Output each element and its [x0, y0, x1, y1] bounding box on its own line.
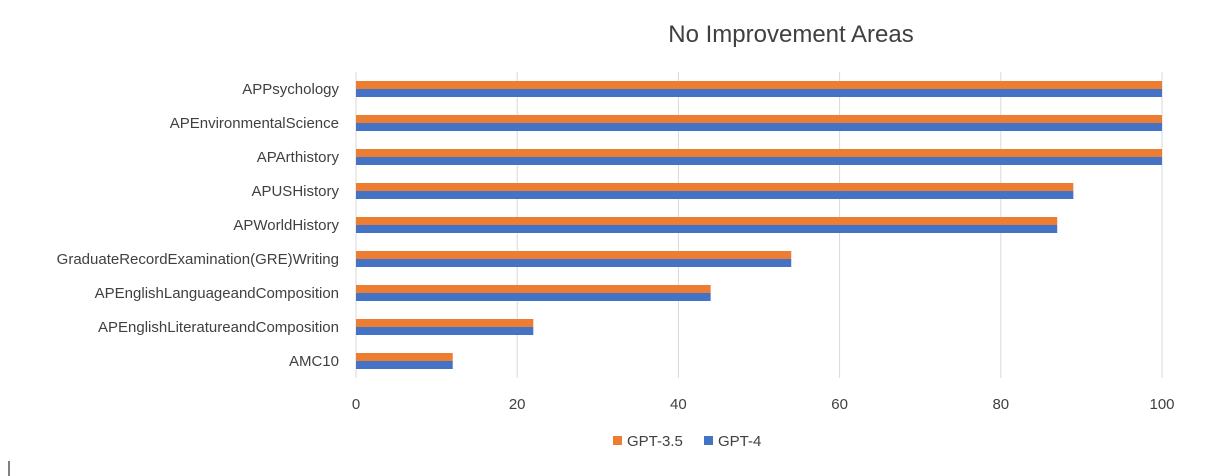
bar-gpt-3-5: [356, 285, 711, 293]
x-tick-label: 40: [670, 396, 687, 413]
category-labels: APPsychology APEnvironmentalScience APArth…: [57, 81, 340, 370]
x-tick-label: 20: [509, 396, 526, 413]
category-label: APEnvironmentalScience: [170, 115, 339, 132]
category-label: AMC10: [289, 353, 339, 370]
legend-swatch: [613, 436, 622, 445]
bar-gpt-4: [356, 225, 1058, 233]
bar-gpt-3-5: [356, 251, 792, 259]
bar-gpt-3-5: [356, 217, 1058, 225]
bar-gpt-3-5: [356, 319, 534, 327]
bar-gpt-4: [356, 191, 1074, 199]
bar-gpt-4: [356, 123, 1162, 131]
x-axis-ticks: 0 20 40 60 80 100: [352, 396, 1175, 413]
x-tick-label: 80: [992, 396, 1009, 413]
category-label: GraduateRecordExamination(GRE)Writing: [57, 251, 339, 268]
bars-layer: [356, 81, 1162, 369]
bar-gpt-4: [356, 293, 711, 301]
legend-label: GPT-4: [718, 433, 761, 450]
bar-gpt-4: [356, 259, 792, 267]
bar-gpt-3-5: [356, 183, 1074, 191]
bar-gpt-4: [356, 157, 1162, 165]
bar-gpt-3-5: [356, 353, 453, 361]
legend-label: GPT-3.5: [627, 433, 683, 450]
legend-swatch: [704, 436, 713, 445]
x-tick-label: 100: [1149, 396, 1174, 413]
bar-gpt-3-5: [356, 115, 1162, 123]
chart-title: No Improvement Areas: [668, 21, 913, 48]
category-label: APPsychology: [242, 81, 339, 98]
bar-gpt-4: [356, 361, 453, 369]
category-label: APArthistory: [257, 149, 340, 166]
category-label: APWorldHistory: [233, 217, 339, 234]
category-label: APEnglishLiteratureandComposition: [98, 319, 339, 336]
category-label: APUSHistory: [251, 183, 339, 200]
bar-gpt-3-5: [356, 149, 1162, 157]
bar-gpt-3-5: [356, 81, 1162, 89]
x-tick-label: 60: [831, 396, 848, 413]
bar-gpt-4: [356, 327, 534, 335]
legend: GPT-3.5 GPT-4: [613, 433, 761, 450]
x-tick-label: 0: [352, 396, 360, 413]
bar-gpt-4: [356, 89, 1162, 97]
category-label: APEnglishLanguageandComposition: [95, 285, 339, 302]
